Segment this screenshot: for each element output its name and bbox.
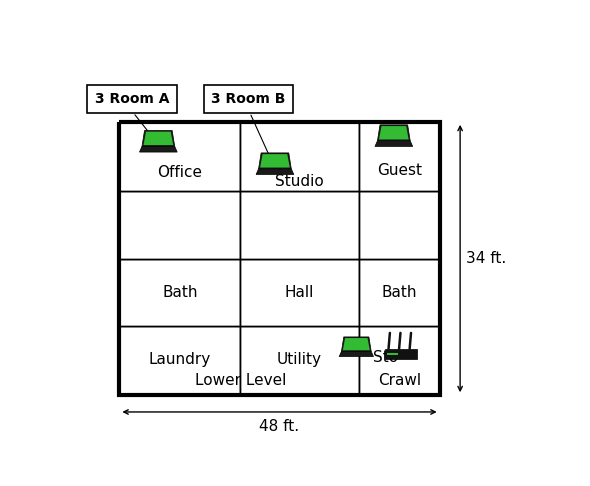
Bar (119, 191, 240, 259)
Text: 34 ft.: 34 ft. (466, 251, 506, 266)
Polygon shape (258, 153, 291, 169)
Bar (359, 326, 440, 395)
Text: 3 Room B: 3 Room B (211, 91, 286, 105)
Polygon shape (139, 146, 177, 152)
Text: 3 Room A: 3 Room A (95, 91, 169, 105)
Text: Sto: Sto (373, 350, 398, 365)
Bar (204, 85, 293, 113)
Polygon shape (142, 130, 175, 146)
Text: Hall: Hall (284, 285, 314, 300)
Polygon shape (256, 169, 294, 174)
Text: Bath: Bath (382, 285, 417, 300)
Polygon shape (339, 351, 373, 357)
Bar (87, 85, 176, 113)
Polygon shape (342, 337, 371, 351)
Polygon shape (260, 154, 290, 168)
Text: Office: Office (158, 165, 202, 180)
Bar (387, 353, 398, 355)
Text: Studio: Studio (275, 174, 323, 190)
Polygon shape (379, 126, 409, 139)
Polygon shape (378, 125, 410, 140)
Text: Crawl: Crawl (378, 373, 421, 388)
Text: Bath: Bath (162, 285, 198, 300)
Bar (359, 122, 440, 191)
Text: Laundry: Laundry (149, 352, 211, 367)
Polygon shape (375, 140, 412, 146)
Polygon shape (343, 338, 370, 350)
Bar (119, 122, 240, 191)
Bar (240, 122, 359, 191)
Text: 48 ft.: 48 ft. (260, 419, 300, 434)
Text: Lower Level: Lower Level (195, 373, 287, 388)
Bar (240, 259, 359, 326)
Bar (240, 191, 359, 259)
Bar (359, 259, 440, 326)
Bar (240, 326, 359, 395)
Bar (119, 259, 240, 326)
Polygon shape (143, 132, 173, 145)
Bar (119, 326, 240, 395)
Text: Utility: Utility (277, 352, 322, 367)
Bar (385, 349, 417, 359)
Bar (359, 191, 440, 259)
Text: Guest: Guest (377, 163, 422, 178)
